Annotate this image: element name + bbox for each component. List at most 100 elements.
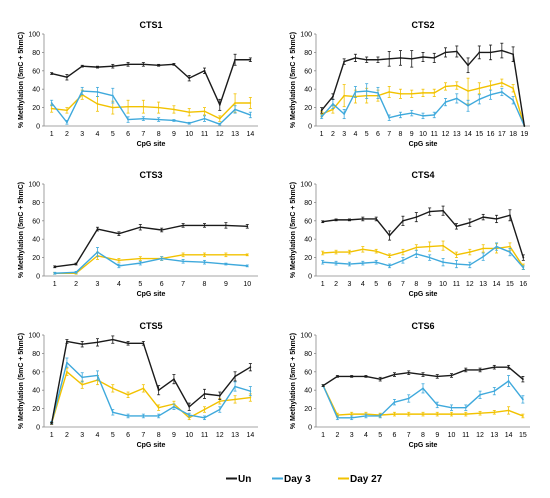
x-tick-label: 9 bbox=[435, 432, 439, 439]
data-point bbox=[507, 380, 510, 382]
x-tick-label: 14 bbox=[505, 432, 513, 439]
x-tick-label: 15 bbox=[506, 281, 514, 288]
series-un bbox=[53, 222, 249, 269]
x-tick-label: 5 bbox=[111, 432, 115, 439]
data-point bbox=[500, 49, 503, 52]
data-point bbox=[482, 247, 485, 250]
data-point bbox=[500, 91, 503, 93]
data-point bbox=[455, 225, 458, 228]
data-point bbox=[365, 415, 367, 417]
data-point bbox=[422, 114, 424, 117]
data-point bbox=[320, 115, 323, 118]
data-point bbox=[157, 415, 160, 417]
x-tick-label: 10 bbox=[448, 432, 456, 439]
x-tick-label: 7 bbox=[181, 281, 185, 288]
x-tick-label: 1 bbox=[50, 131, 54, 138]
data-point bbox=[464, 406, 467, 409]
data-point bbox=[422, 373, 424, 376]
series-un bbox=[321, 205, 525, 261]
x-tick-label: 4 bbox=[364, 432, 368, 439]
data-point bbox=[415, 246, 418, 249]
data-point bbox=[365, 375, 367, 378]
data-point bbox=[350, 375, 353, 378]
data-point bbox=[182, 224, 185, 227]
x-tick-label: 2 bbox=[74, 281, 78, 288]
data-point bbox=[139, 257, 142, 260]
data-point bbox=[464, 369, 467, 371]
x-tick-label: 2 bbox=[65, 432, 69, 439]
data-point bbox=[467, 104, 469, 107]
data-point bbox=[249, 58, 252, 61]
data-point bbox=[377, 91, 379, 94]
series-day-27 bbox=[50, 89, 252, 122]
data-point bbox=[188, 405, 191, 408]
data-point bbox=[66, 340, 68, 343]
data-point bbox=[450, 413, 453, 416]
x-tick-label: 1 bbox=[321, 432, 325, 439]
data-point bbox=[127, 342, 129, 345]
data-point bbox=[203, 392, 206, 395]
y-tick-label: 100 bbox=[28, 32, 40, 39]
data-point bbox=[53, 272, 56, 275]
data-point bbox=[402, 251, 404, 253]
data-point bbox=[455, 50, 458, 53]
x-tick-label: 4 bbox=[353, 131, 357, 138]
y-axis-label: % Methylation (5mC + 5hmC) bbox=[290, 32, 297, 128]
x-tick-label: 3 bbox=[350, 432, 354, 439]
data-point bbox=[331, 108, 334, 111]
series-day-3 bbox=[53, 247, 249, 275]
data-point bbox=[399, 114, 402, 116]
y-tick-label: 20 bbox=[32, 406, 40, 413]
data-point bbox=[442, 261, 444, 264]
data-point bbox=[402, 219, 404, 222]
series-day-3 bbox=[320, 83, 526, 127]
x-tick-label: 3 bbox=[347, 281, 351, 288]
data-point bbox=[203, 253, 206, 256]
data-point bbox=[388, 116, 391, 119]
data-point bbox=[478, 87, 481, 90]
data-point bbox=[410, 92, 413, 95]
data-point bbox=[348, 218, 351, 221]
chart-title: CTS3 bbox=[139, 170, 162, 180]
x-tick-label: 5 bbox=[378, 432, 382, 439]
data-point bbox=[467, 90, 469, 92]
y-tick-label: 40 bbox=[304, 388, 312, 395]
data-point bbox=[111, 411, 114, 414]
data-point bbox=[482, 255, 485, 258]
x-tick-label: 10 bbox=[243, 281, 251, 288]
data-point bbox=[81, 65, 84, 68]
y-tick-label: 60 bbox=[304, 218, 312, 225]
data-point bbox=[468, 221, 471, 224]
data-point bbox=[507, 409, 510, 412]
y-tick-label: 40 bbox=[304, 87, 312, 94]
data-point bbox=[96, 103, 99, 105]
series-day-3 bbox=[50, 357, 252, 424]
data-point bbox=[173, 63, 175, 66]
data-point bbox=[489, 51, 492, 54]
data-point bbox=[234, 385, 236, 388]
data-point bbox=[96, 66, 99, 69]
data-point bbox=[160, 229, 163, 231]
x-tick-label: 9 bbox=[410, 131, 414, 138]
x-tick-label: 6 bbox=[376, 131, 380, 138]
x-tick-label: 13 bbox=[453, 131, 461, 138]
data-point bbox=[139, 226, 142, 229]
data-point bbox=[407, 371, 410, 374]
data-point bbox=[96, 341, 99, 344]
data-point bbox=[343, 60, 346, 63]
data-point bbox=[246, 264, 249, 267]
series-line bbox=[51, 94, 251, 120]
data-point bbox=[234, 108, 236, 111]
data-point bbox=[354, 57, 357, 59]
data-point bbox=[218, 103, 221, 106]
data-point bbox=[111, 94, 114, 97]
x-axis-label: CpG site bbox=[137, 442, 166, 449]
data-point bbox=[336, 416, 339, 419]
data-point bbox=[335, 251, 337, 253]
data-point bbox=[218, 408, 221, 411]
data-point bbox=[225, 224, 227, 227]
data-point bbox=[348, 263, 351, 265]
data-point bbox=[249, 390, 252, 393]
data-point bbox=[407, 413, 410, 416]
